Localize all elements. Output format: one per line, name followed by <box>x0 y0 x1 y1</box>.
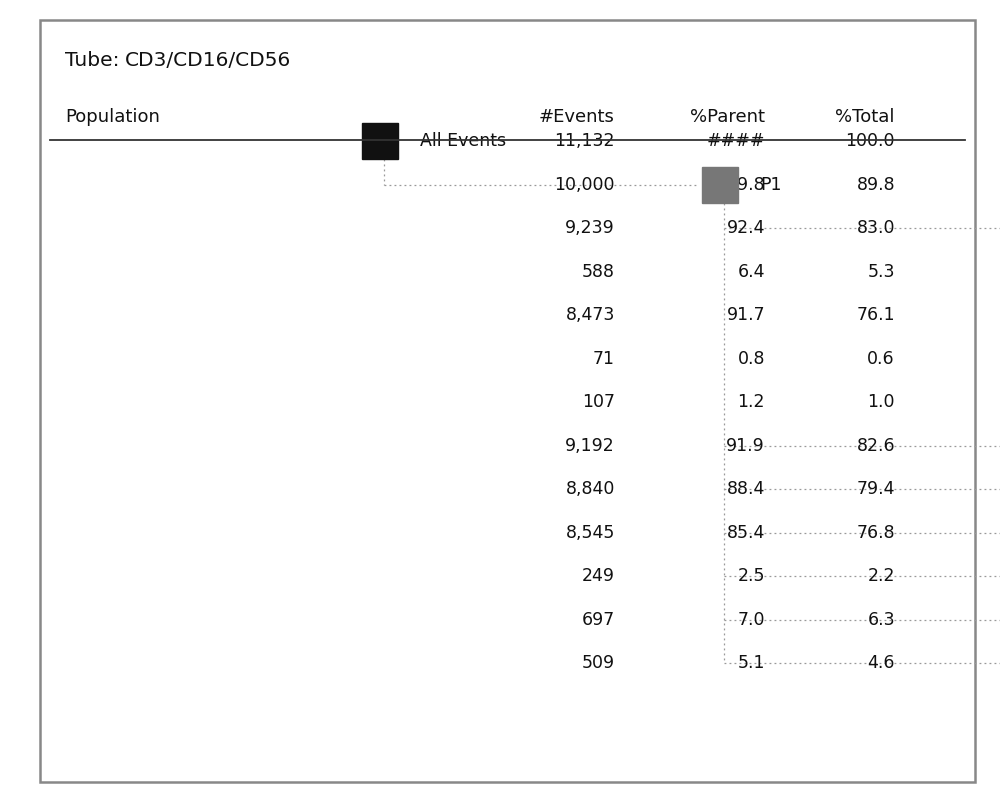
Text: 89.8: 89.8 <box>856 176 895 193</box>
Text: 1.0: 1.0 <box>868 393 895 411</box>
Text: 107: 107 <box>582 393 615 411</box>
Text: All Events: All Events <box>420 132 506 150</box>
Text: 5.3: 5.3 <box>868 263 895 280</box>
Text: Population: Population <box>65 108 160 126</box>
Text: Tube:: Tube: <box>65 51 120 70</box>
FancyBboxPatch shape <box>40 20 975 782</box>
Text: 2.2: 2.2 <box>868 567 895 585</box>
Text: 8,840: 8,840 <box>566 480 615 498</box>
Text: 76.1: 76.1 <box>856 306 895 324</box>
Text: 92.4: 92.4 <box>726 219 765 237</box>
Text: 83.0: 83.0 <box>856 219 895 237</box>
Text: 76.8: 76.8 <box>856 524 895 542</box>
Text: 10,000: 10,000 <box>554 176 615 193</box>
Text: 100.0: 100.0 <box>846 132 895 150</box>
Text: 71: 71 <box>593 350 615 368</box>
Text: 4.6: 4.6 <box>868 654 895 672</box>
Text: 249: 249 <box>582 567 615 585</box>
Text: ####: #### <box>706 132 765 150</box>
Text: 91.9: 91.9 <box>726 437 765 455</box>
Text: 88.4: 88.4 <box>727 480 765 498</box>
Text: 6.4: 6.4 <box>738 263 765 280</box>
Text: 91.7: 91.7 <box>726 306 765 324</box>
Text: 82.6: 82.6 <box>856 437 895 455</box>
Text: 588: 588 <box>582 263 615 280</box>
Text: 0.8: 0.8 <box>738 350 765 368</box>
Text: 509: 509 <box>582 654 615 672</box>
Text: P1: P1 <box>760 176 782 193</box>
Text: 697: 697 <box>582 611 615 629</box>
Text: 0.6: 0.6 <box>867 350 895 368</box>
Text: CD3/CD16/CD56: CD3/CD16/CD56 <box>125 51 291 70</box>
Text: 2.5: 2.5 <box>738 567 765 585</box>
Bar <box>362 123 398 159</box>
Text: 8,545: 8,545 <box>566 524 615 542</box>
Text: 5.1: 5.1 <box>738 654 765 672</box>
Text: %Total: %Total <box>836 108 895 126</box>
Bar <box>702 167 738 202</box>
Text: 85.4: 85.4 <box>727 524 765 542</box>
Text: 79.4: 79.4 <box>856 480 895 498</box>
Text: 89.8: 89.8 <box>726 176 765 193</box>
Text: 11,132: 11,132 <box>554 132 615 150</box>
Text: 7.0: 7.0 <box>738 611 765 629</box>
Text: 8,473: 8,473 <box>566 306 615 324</box>
Text: #Events: #Events <box>539 108 615 126</box>
Text: 9,239: 9,239 <box>565 219 615 237</box>
Text: 6.3: 6.3 <box>867 611 895 629</box>
Text: 9,192: 9,192 <box>565 437 615 455</box>
Text: %Parent: %Parent <box>690 108 765 126</box>
Text: 1.2: 1.2 <box>738 393 765 411</box>
